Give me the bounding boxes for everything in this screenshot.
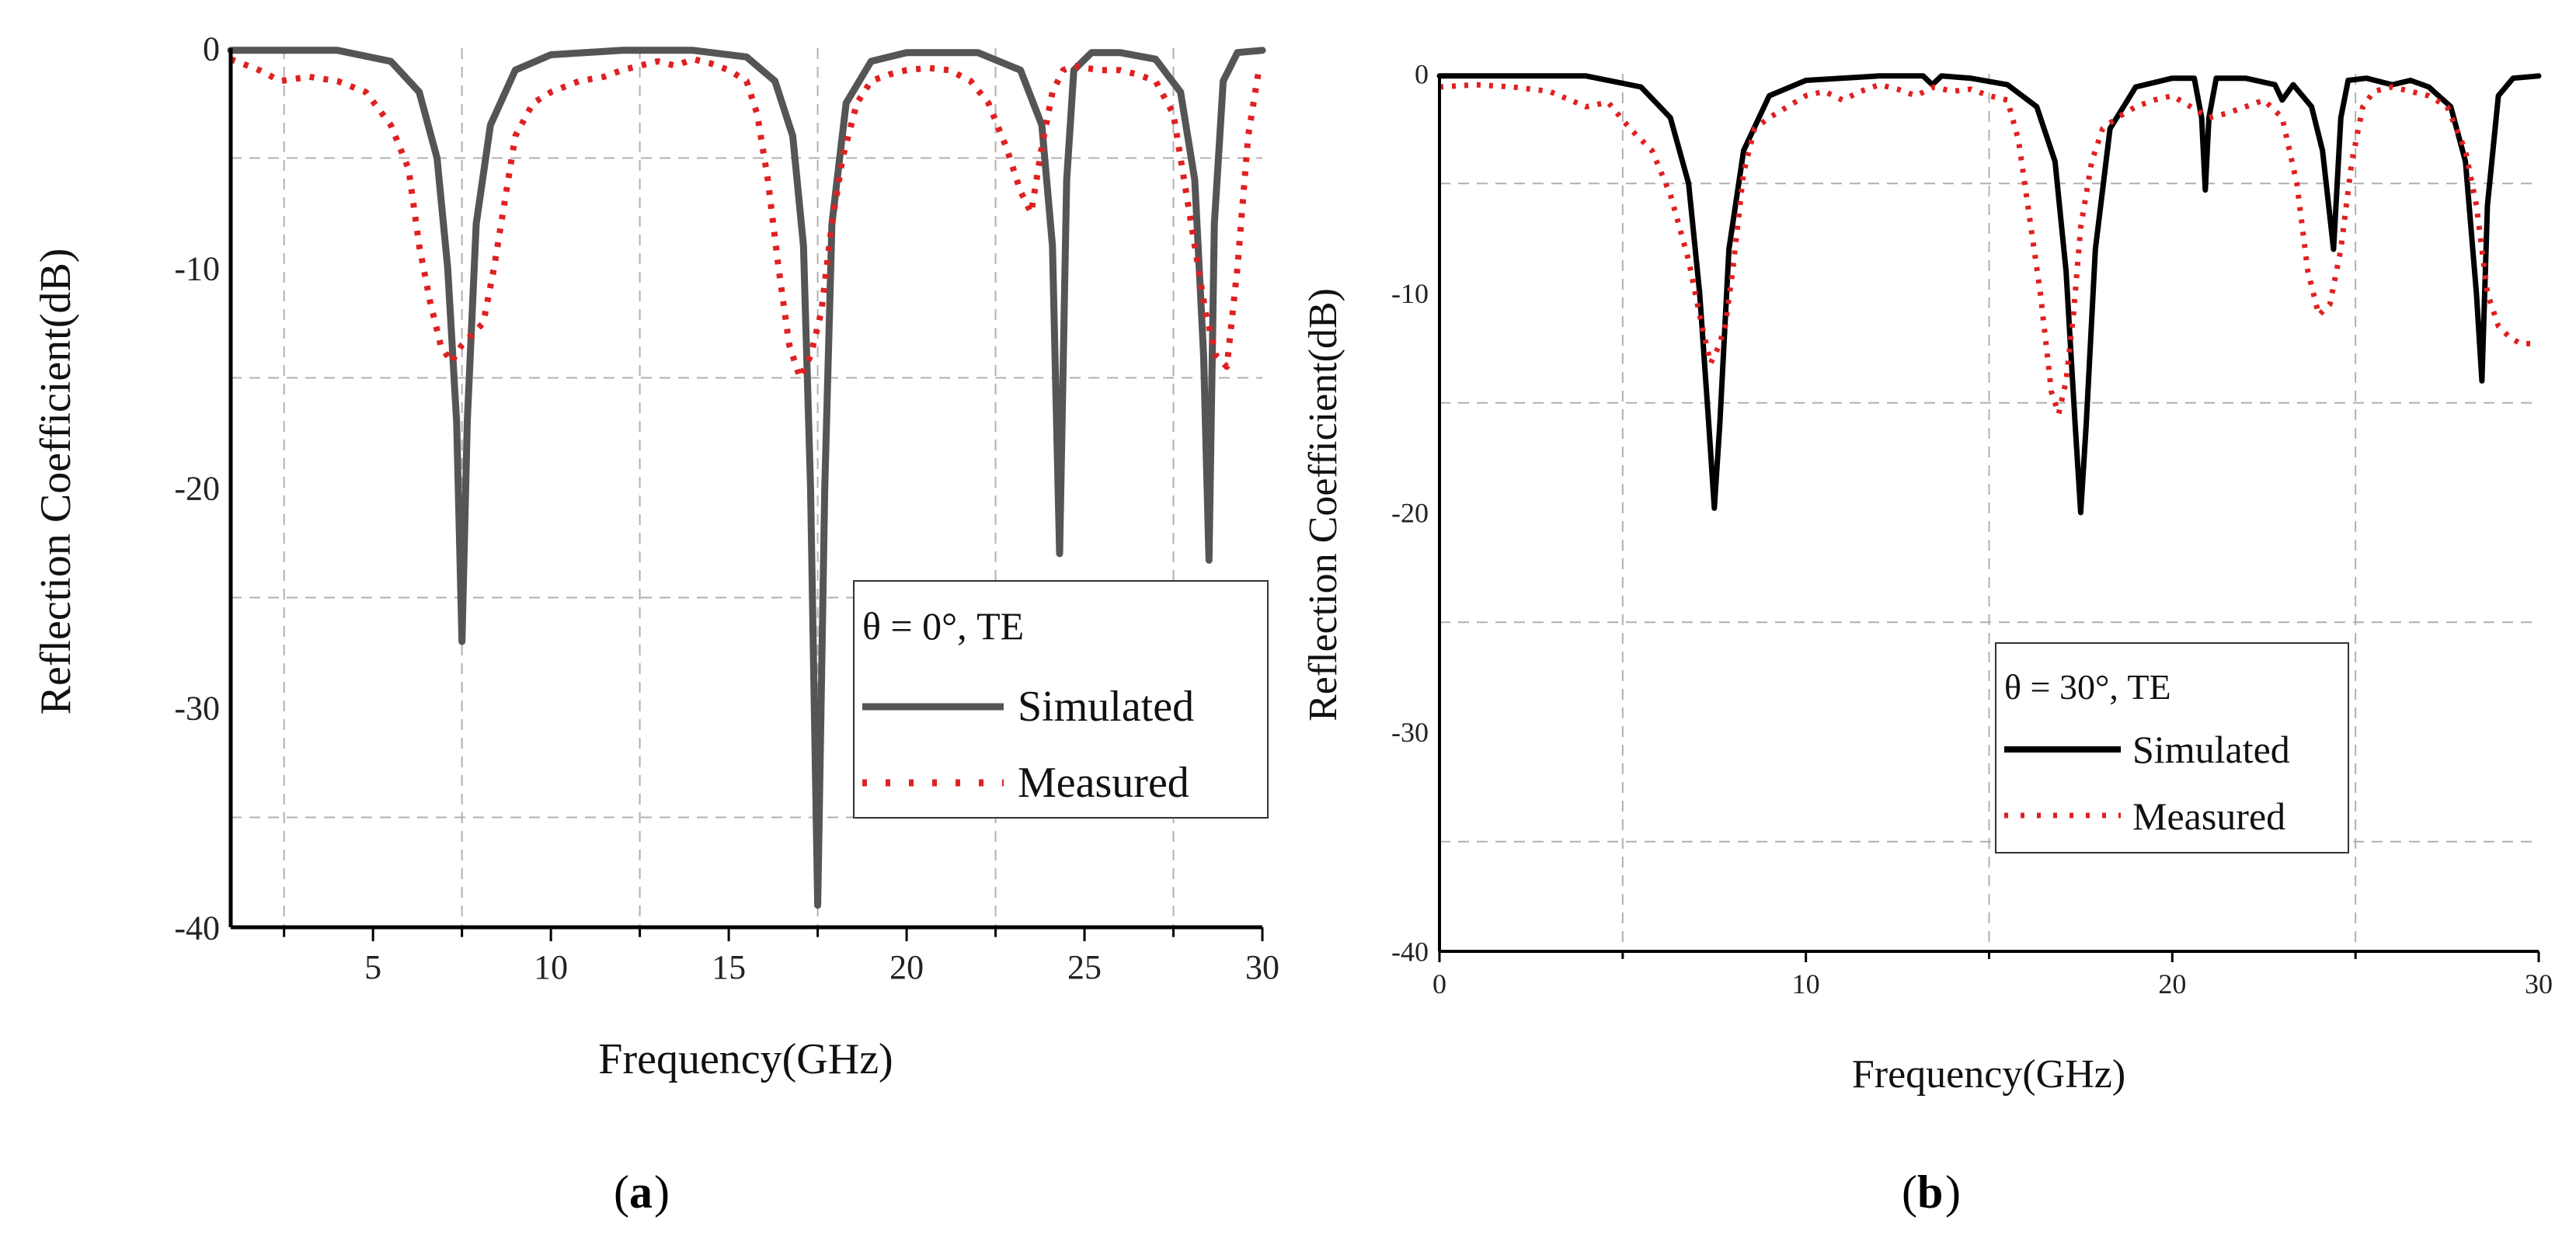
- caption-paren-close-a: ): [654, 1166, 670, 1218]
- caption-paren-open-a: (: [614, 1166, 629, 1218]
- x-tick-label: 30: [2525, 968, 2553, 999]
- legend-b: θ = 30°, TE Simulated Measured: [1995, 642, 2349, 853]
- legend-title-a: θ = 0°, TE: [862, 604, 1024, 648]
- y-tick-label: -30: [1391, 717, 1429, 748]
- x-tick-label: 10: [1792, 968, 1820, 999]
- ticks-a: 5 10 15 20 25 30 0 -10 -20 -30 -40: [174, 30, 1279, 986]
- axes-a: [228, 48, 1262, 930]
- legend-label-measured-a: Measured: [1018, 759, 1189, 807]
- legend-title-b: θ = 30°, TE: [2004, 667, 2171, 707]
- caption-paren-open-b: (: [1902, 1166, 1917, 1218]
- legend-box-a: [853, 580, 1269, 819]
- x-tick-label: 10: [534, 948, 568, 986]
- grid-b: [1439, 74, 2539, 951]
- caption-letter-b: b: [1917, 1166, 1943, 1218]
- y-tick-label: -20: [1391, 498, 1429, 529]
- y-tick-label: -40: [174, 909, 220, 947]
- y-tick-label: 0: [1415, 59, 1429, 90]
- x-tick-label: 20: [2158, 968, 2186, 999]
- legend-label-simulated-b: Simulated: [2132, 728, 2290, 771]
- series-line-simulated: [1436, 73, 2542, 516]
- y-tick-label: -10: [1391, 278, 1429, 309]
- series-line-measured: [229, 56, 1262, 381]
- legend-label-simulated-a: Simulated: [1018, 683, 1194, 731]
- y-tick-label: 0: [203, 30, 220, 68]
- series-line-measured: [1439, 82, 2532, 417]
- legend-a: θ = 0°, TE Simulated Measured: [853, 580, 1269, 819]
- series-b: [1436, 73, 2542, 516]
- y-tick-label: -30: [174, 689, 220, 727]
- x-tick-label: 0: [1432, 968, 1446, 999]
- ticks-b: 0 10 20 30 0 -10 -20 -30 -40: [1391, 59, 2553, 999]
- caption-a: ( a ): [614, 1166, 670, 1218]
- caption-paren-close-b: ): [1945, 1166, 1961, 1218]
- y-axis-label-b: Reflection Coefficient(dB): [1301, 288, 1345, 721]
- y-tick-label: -40: [1391, 937, 1429, 968]
- x-tick-label: 30: [1245, 948, 1279, 986]
- x-axis-label-b: Frequency(GHz): [1852, 1052, 2125, 1097]
- caption-letter-a: a: [629, 1166, 653, 1218]
- x-tick-label: 25: [1067, 948, 1102, 986]
- chart-panel-a: 5 10 15 20 25 300-10-20-30-40 Frequency(GHz) …: [32, 30, 1279, 1083]
- x-tick-label: 5: [364, 948, 381, 986]
- y-axis-label-a: Reflection Coefficient(dB): [32, 249, 80, 715]
- x-axis-label-a: Frequency(GHz): [598, 1035, 893, 1083]
- y-tick-label: -20: [174, 469, 220, 507]
- legend-label-measured-b: Measured: [2132, 794, 2285, 838]
- x-tick-label: 15: [712, 948, 746, 986]
- series-a: [227, 47, 1266, 909]
- y-tick-label: -10: [174, 249, 220, 287]
- caption-b: ( b ): [1902, 1166, 1961, 1218]
- x-tick-label: 20: [889, 948, 924, 986]
- series-line-simulated: [227, 47, 1266, 909]
- chart-panel-b: 0 10 20 30 0 -10 -20 -30 -40 Frequency(GHz) Refl…: [1301, 59, 2553, 1097]
